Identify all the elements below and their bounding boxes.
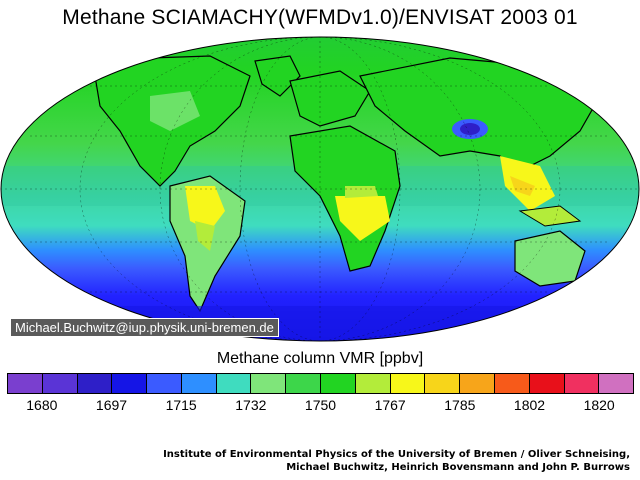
colorbar-tick-label: 1820	[583, 397, 615, 413]
colorbar-cell	[42, 374, 78, 393]
indonesia-islands	[518, 205, 582, 227]
partner-label-sron: SRON	[600, 88, 632, 100]
colorbar-cell	[390, 374, 426, 393]
colorbar-cell	[460, 374, 495, 393]
dlr-label: DLR	[601, 44, 632, 61]
colorbar	[7, 373, 634, 394]
colorbar-cell	[216, 374, 252, 393]
institution-label: IUP/IFE, Univ. Bremen	[8, 44, 139, 59]
colorbar-tick-label: 1785	[444, 397, 476, 413]
colorbar-cell	[355, 374, 391, 393]
colorbar-cell	[77, 374, 113, 393]
europe-landmass	[289, 70, 371, 127]
colorbar-cell	[494, 374, 530, 393]
partner-label-nivr: NIVR	[605, 75, 632, 87]
colorbar-tick-label: 1750	[304, 397, 337, 413]
credit-line-1: Institute of Environmental Physics of th…	[163, 449, 630, 460]
colorbar-tick-label: 1732	[235, 397, 267, 413]
colorbar-cell	[286, 374, 322, 393]
colorbar-cell	[599, 374, 634, 393]
map-svg	[0, 36, 640, 342]
contact-email: Michael.Buchwitz@iup.physik.uni-bremen.d…	[10, 318, 279, 337]
colorbar-title: Methane column VMR [ppbv]	[216, 350, 424, 367]
methane-world-map	[0, 36, 640, 342]
map-title: Methane SCIAMACHY(WFMDv1.0)/ENVISAT 2003…	[62, 6, 578, 29]
colorbar-tick-label: 1680	[26, 397, 58, 413]
colorbar-tick-label: 1802	[513, 397, 546, 413]
colorbar-cell	[321, 374, 356, 393]
colorbar-cell	[8, 374, 43, 393]
credit-line-2: Michael Buchwitz, Heinrich Bovensmann an…	[286, 462, 630, 473]
partner-label-esa: ESA	[609, 62, 632, 74]
colorbar-tick-label: 1715	[165, 397, 197, 413]
colorbar-tick-label: 1767	[374, 397, 406, 413]
partner-labels: ESA NIVR SRON	[600, 62, 632, 101]
colorbar-cell	[529, 374, 565, 393]
colorbar-cell	[147, 374, 182, 393]
colorbar-ticks: 1680 1697 1715 1732 1750 1767 1785 1802 1820	[7, 397, 634, 415]
colorbar-tick-label: 1697	[95, 397, 128, 413]
credit-text: Institute of Environmental Physics of th…	[163, 448, 630, 474]
colorbar-cell	[181, 374, 217, 393]
colorbar-cell	[564, 374, 600, 393]
colorbar-cell	[425, 374, 461, 393]
colorbar-cell	[112, 374, 148, 393]
colorbar-cell	[251, 374, 287, 393]
